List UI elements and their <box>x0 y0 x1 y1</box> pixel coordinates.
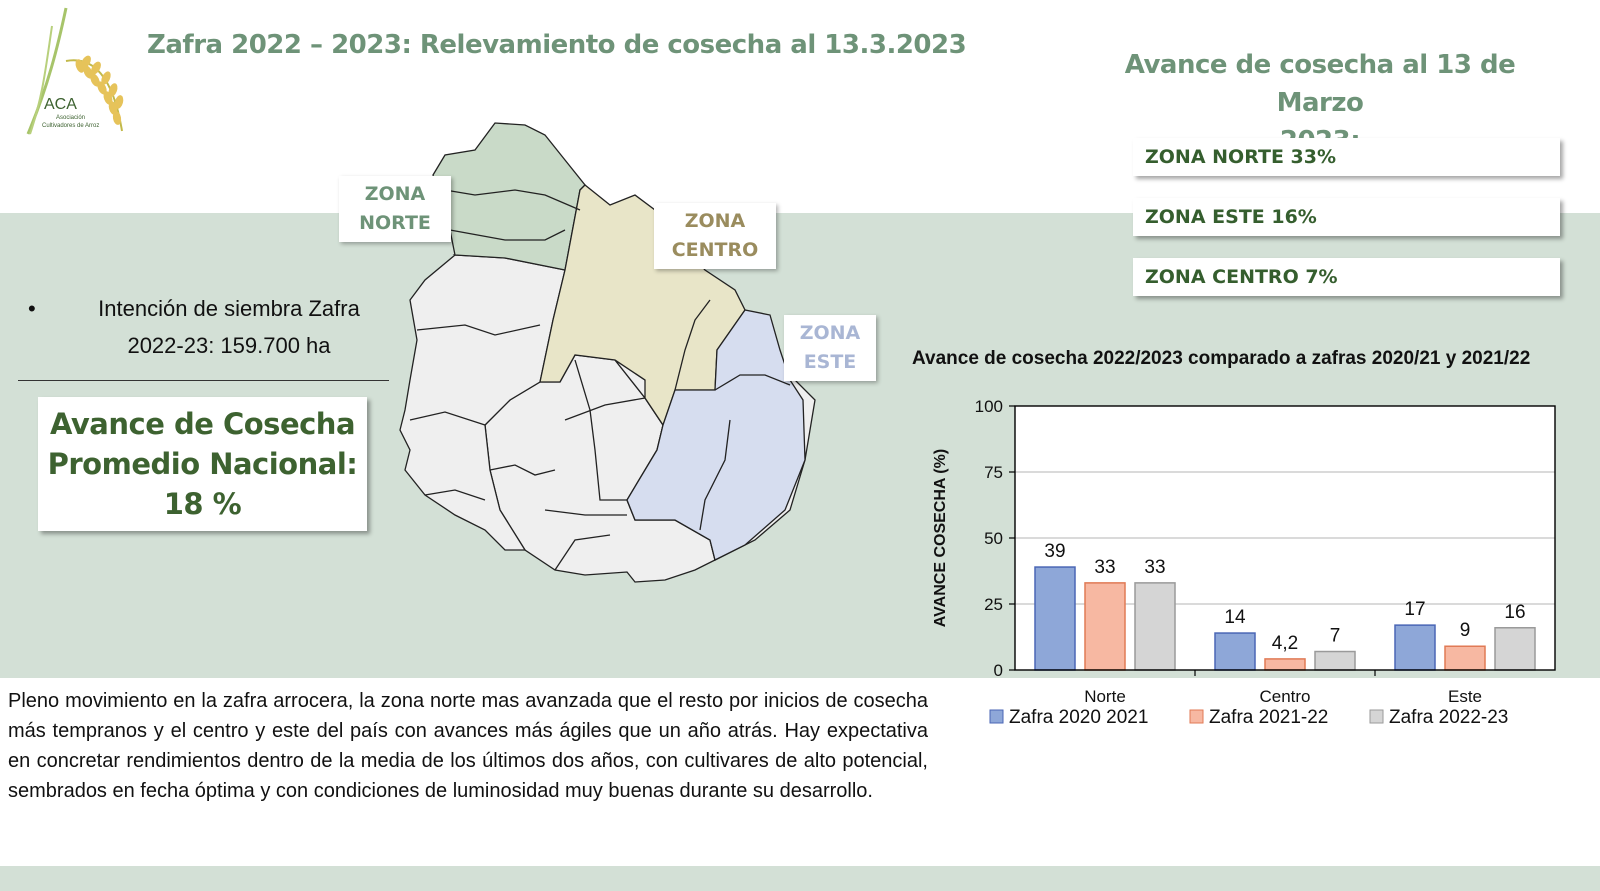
y-axis-label: AVANCE COSECHA (%) <box>932 449 949 627</box>
logo-text: ACA <box>44 96 77 113</box>
bar <box>1444 645 1486 671</box>
map-label-este: ZONA ESTE <box>784 315 876 381</box>
x-tick-label: Norte <box>1084 687 1126 706</box>
footer-band <box>0 866 1600 891</box>
summary-paragraph: Pleno movimiento en la zafra arrocera, l… <box>8 690 928 802</box>
bullet-dot: • <box>28 296 36 321</box>
map-label-norte-line-1: ZONA <box>364 183 426 205</box>
data-label: 39 <box>1044 541 1065 562</box>
bullet-line-2: 2022-23: 159.700 ha <box>127 333 331 358</box>
y-tick-label: 100 <box>975 397 1003 416</box>
bar <box>1314 650 1356 671</box>
bar <box>1134 582 1176 671</box>
map-label-este-line-1: ZONA <box>799 322 861 344</box>
logo-subtitle-1: Asociación <box>56 115 86 121</box>
national-average-box: Avance de Cosecha Promedio Nacional: 18 … <box>38 397 367 531</box>
chart-svg: 39 33 33 14 4,2 7 17 9 16 0 25 50 75 100 Norte Centro E… <box>932 397 1556 728</box>
logo-subtitle-2: Cultivadores de Arroz <box>42 123 100 129</box>
zone-norte-box: ZONA NORTE 33% <box>1133 138 1560 176</box>
data-label: 17 <box>1404 599 1425 620</box>
divider <box>18 380 389 381</box>
data-label: 7 <box>1330 626 1341 647</box>
bullet-line-1: Intención de siembra Zafra <box>98 296 360 321</box>
data-label: 14 <box>1224 607 1246 628</box>
national-line-2: Promedio Nacional: <box>47 447 358 481</box>
harvest-bar-chart: 39 33 33 14 4,2 7 17 9 16 0 25 50 75 100 Norte Centro E… <box>930 392 1580 752</box>
data-label: 33 <box>1094 557 1115 578</box>
aca-logo: ACA Asociación Cultivadores de Arroz <box>18 6 138 140</box>
legend-label: Zafra 2021-22 <box>1209 707 1328 728</box>
bar <box>1394 624 1436 671</box>
legend-swatch <box>989 709 1004 724</box>
map-label-norte: ZONA NORTE <box>339 176 451 242</box>
national-line-1: Avance de Cosecha <box>49 407 356 441</box>
bar <box>1214 632 1256 671</box>
map-label-centro-line-1: ZONA <box>684 210 746 232</box>
bar <box>1264 658 1306 671</box>
y-tick-label: 50 <box>984 529 1003 548</box>
bar <box>1494 627 1536 671</box>
map-label-centro-line-2: CENTRO <box>671 239 759 261</box>
zone-centro-box: ZONA CENTRO 7% <box>1133 258 1560 296</box>
map-label-este-line-2: ESTE <box>803 351 857 373</box>
chart-title: Avance de cosecha 2022/2023 comparado a … <box>912 348 1531 369</box>
data-label: 4,2 <box>1272 633 1298 654</box>
national-line-3: 18 % <box>163 487 242 521</box>
bar <box>1084 582 1126 671</box>
legend-label: Zafra 2020 2021 <box>1009 707 1148 728</box>
uruguay-map <box>395 120 835 600</box>
y-tick-label: 75 <box>984 463 1003 482</box>
y-tick-label: 25 <box>984 595 1003 614</box>
zone-este-box: ZONA ESTE 16% <box>1133 198 1560 236</box>
right-title-line-1: Avance de cosecha al 13 de Marzo <box>1124 50 1516 118</box>
x-tick-label: Este <box>1448 687 1482 706</box>
data-label: 9 <box>1460 620 1471 641</box>
bar <box>1034 566 1076 671</box>
map-label-norte-line-2: NORTE <box>359 212 431 234</box>
y-tick-label: 0 <box>994 661 1003 680</box>
legend-swatch <box>1189 709 1204 724</box>
legend-swatch <box>1369 709 1384 724</box>
x-tick-label: Centro <box>1259 687 1310 706</box>
plot-border <box>1014 405 1556 671</box>
map-label-centro: ZONA CENTRO <box>654 203 776 269</box>
legend-label: Zafra 2022-23 <box>1389 707 1508 728</box>
page-title: Zafra 2022 – 2023: Relevamiento de cosec… <box>147 30 967 60</box>
data-label: 16 <box>1504 602 1525 623</box>
data-label: 33 <box>1144 557 1165 578</box>
